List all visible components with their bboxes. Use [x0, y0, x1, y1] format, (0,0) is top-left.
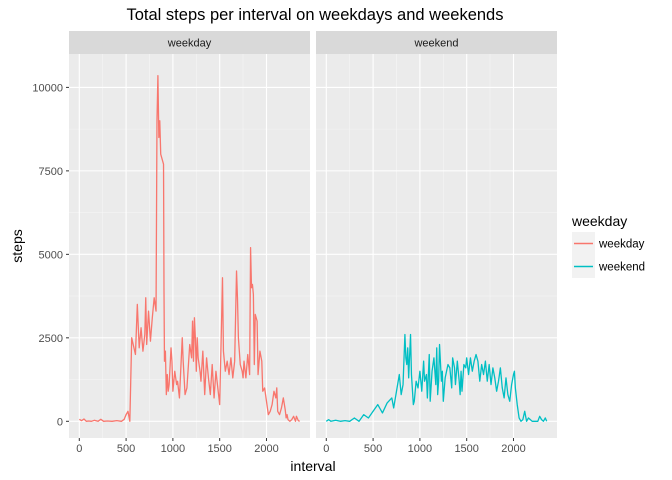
x-axis-title: interval	[290, 458, 335, 474]
y-tick-label: 5000	[39, 249, 63, 261]
x-tick-label: 1500	[454, 443, 478, 455]
series-weekend	[325, 333, 548, 422]
y-axis: 0 2500 5000 7500 10000	[32, 82, 69, 428]
panel-weekday: weekday	[69, 31, 310, 438]
x-tick-label: 1000	[408, 443, 432, 455]
x-tick-label: 1000	[161, 443, 185, 455]
x-tick-label: 2000	[254, 443, 278, 455]
panel-weekend: weekend	[316, 31, 557, 438]
legend-item-weekday: weekday	[572, 232, 645, 255]
strip-label-weekend: weekend	[413, 38, 458, 50]
chart-title: Total steps per interval on weekdays and…	[127, 6, 504, 24]
strip-weekend	[316, 31, 557, 54]
legend-label-weekday: weekday	[598, 239, 645, 251]
strip-weekday	[69, 31, 310, 54]
y-tick-label: 7500	[39, 166, 63, 178]
x-axis-weekday: 0 500 1000 1500 2000	[76, 438, 279, 455]
y-tick-label: 0	[57, 416, 63, 428]
x-tick-label: 1500	[207, 443, 231, 455]
x-axis-weekend: 0 500 1000 1500 2000	[323, 438, 526, 455]
x-tick-label: 0	[76, 443, 82, 455]
series-weekday	[78, 75, 300, 422]
y-tick-label: 10000	[32, 82, 63, 94]
panel-background-weekday	[69, 54, 310, 438]
x-tick-label: 0	[323, 443, 329, 455]
legend-label-weekend: weekend	[598, 262, 645, 274]
strip-label-weekday: weekday	[167, 38, 212, 50]
legend-title: weekday	[571, 213, 627, 229]
series-line-weekday	[78, 75, 300, 422]
legend: weekday weekday weekend	[571, 213, 645, 278]
y-axis-title: steps	[9, 229, 25, 262]
x-tick-label: 2000	[501, 443, 525, 455]
gridlines-weekend	[316, 54, 557, 438]
x-tick-label: 500	[117, 443, 135, 455]
y-tick-label: 2500	[39, 333, 63, 345]
x-tick-label: 500	[364, 443, 382, 455]
series-line-weekend	[325, 333, 548, 422]
legend-item-weekend: weekend	[572, 255, 645, 278]
